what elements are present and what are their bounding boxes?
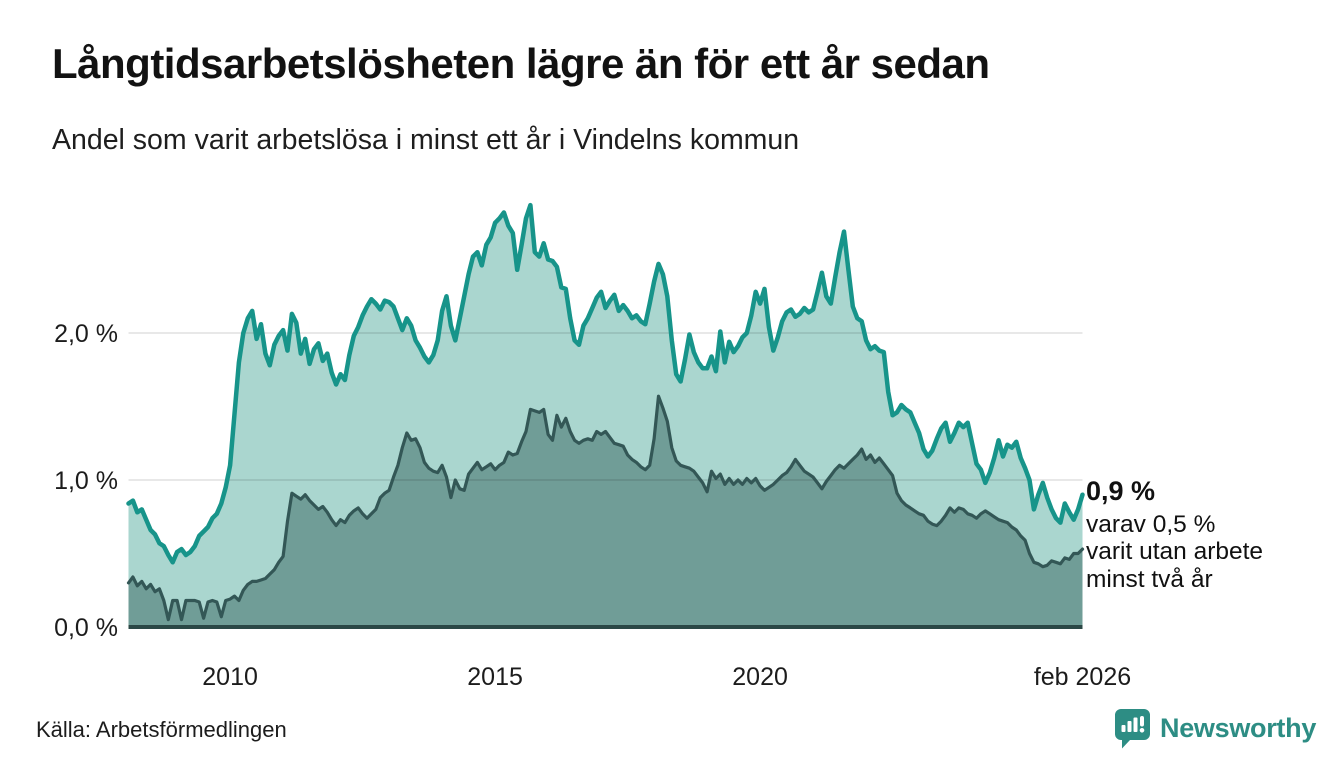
newsworthy-logo-icon xyxy=(1114,708,1151,749)
area-fill-series-1 xyxy=(128,396,1083,627)
source-note: Källa: Arbetsförmedlingen xyxy=(36,717,287,742)
x-axis-tick-labels: 2010 2015 2020 feb 2026 xyxy=(202,663,1131,691)
annotation-latest-value: 0,9 % xyxy=(1086,476,1156,506)
annotation-line-3: minst två år xyxy=(1086,565,1213,593)
line-series-0 xyxy=(126,202,1085,565)
annotation-line-2: varit utan arbete xyxy=(1086,538,1264,565)
x-tick-label: 2020 xyxy=(732,663,788,691)
line-series-1 xyxy=(126,394,1085,622)
y-axis-tick-labels: 2,0 % 1,0 % 0,0 % xyxy=(54,320,118,642)
annotation-line-1: varav 0,5 % xyxy=(1086,510,1216,538)
y-tick-label: 2,0 % xyxy=(54,320,118,348)
y-tick-label: 1,0 % xyxy=(54,467,118,495)
page-subtitle: Andel som varit arbetslösa i minst ett å… xyxy=(52,124,800,156)
chart-series-lines xyxy=(126,202,1085,622)
page-title: Långtidsarbetslösheten lägre än för ett … xyxy=(52,40,990,87)
x-tick-label: 2010 xyxy=(202,663,258,691)
chart-area-fills xyxy=(128,205,1083,627)
x-tick-label: feb 2026 xyxy=(1034,663,1131,691)
end-value-annotation: 0,9 % varav 0,5 % varit utan arbete mins… xyxy=(1086,476,1264,593)
newsworthy-brand: Newsworthy xyxy=(1114,708,1316,749)
y-tick-label: 0,0 % xyxy=(54,614,118,642)
x-tick-label: 2015 xyxy=(467,663,523,691)
newsworthy-wordmark: Newsworthy xyxy=(1160,713,1317,743)
